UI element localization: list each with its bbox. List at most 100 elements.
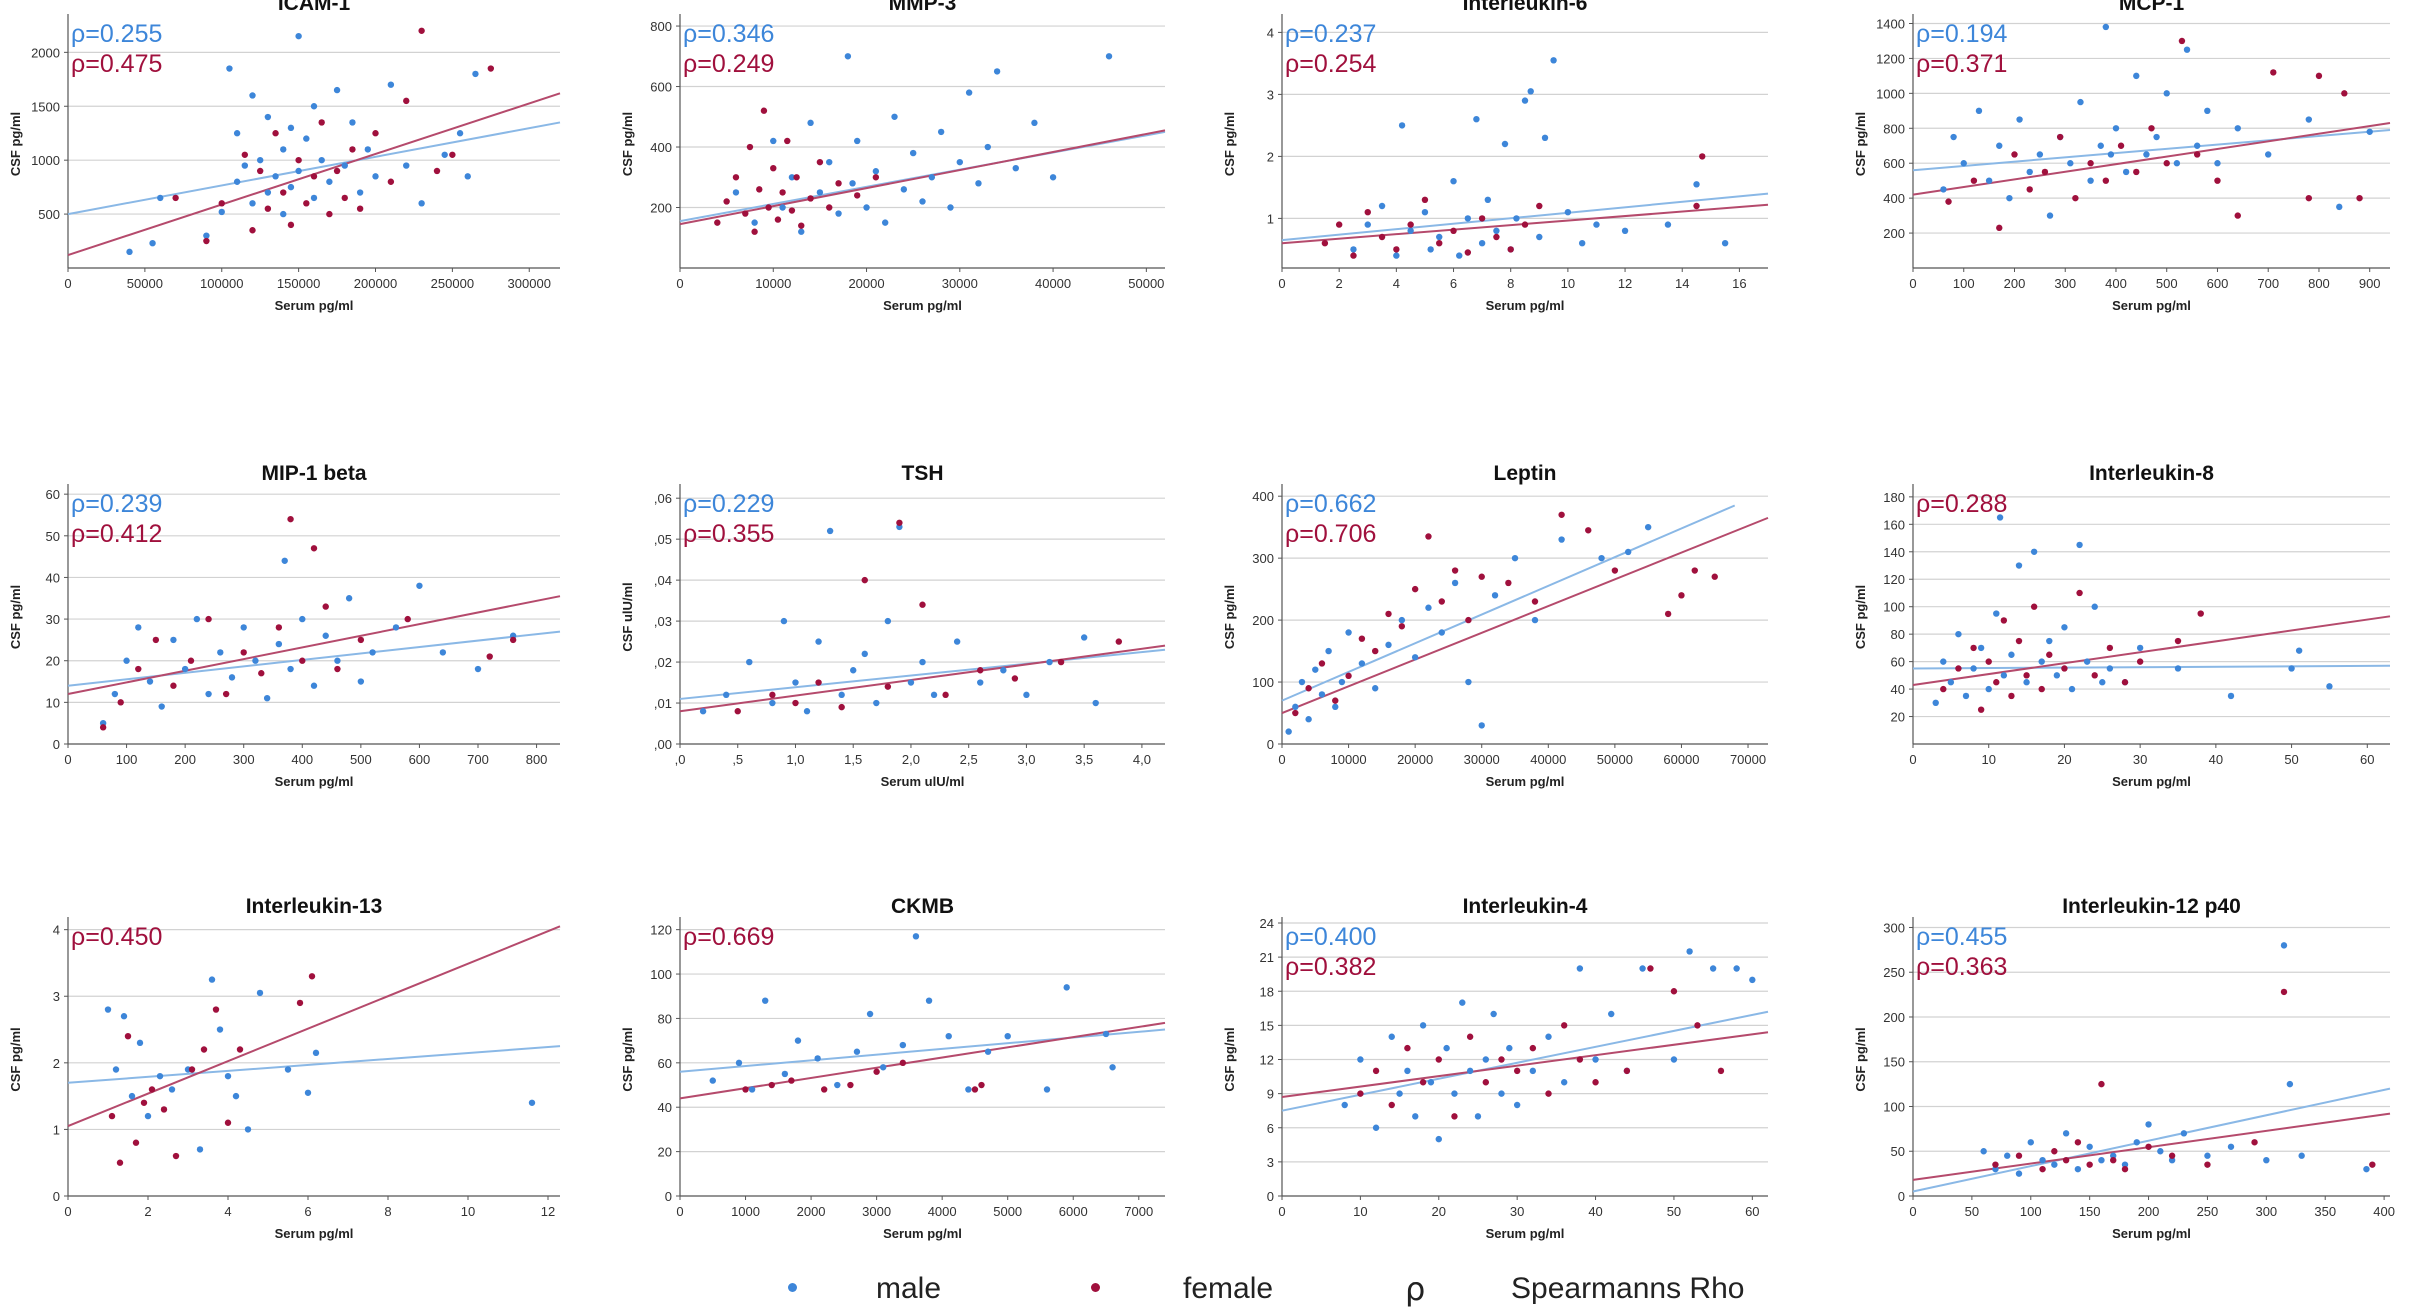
point-male [1436, 233, 1443, 241]
y-tick-label: 10 [46, 695, 60, 710]
point-female [2280, 988, 2288, 996]
y-tick-label: 15 [1260, 1018, 1274, 1033]
point-female [1647, 965, 1654, 972]
point-male [280, 146, 287, 153]
point-male [1105, 53, 1113, 60]
y-tick-label: ,02 [654, 655, 672, 670]
point-male [2061, 624, 2068, 631]
rho-female-label: ρ=0.371 [1916, 50, 2007, 78]
point-male [1578, 240, 1586, 247]
point-male [2038, 658, 2045, 665]
chart-panel-10: 0 20 40 60 80 100 120 0 1000 2000 3000 4000 5000 6000… [620, 895, 1166, 1241]
point-male [1466, 1067, 1474, 1075]
point-male [919, 198, 926, 205]
y-tick-label: 3 [1267, 87, 1274, 102]
y-tick-label: 4 [1267, 25, 1274, 40]
point-female [2106, 644, 2114, 652]
point-male [295, 32, 302, 40]
rho-male-label: ρ=0.346 [683, 20, 774, 48]
point-female [1992, 1161, 1999, 1168]
point-male [1385, 641, 1392, 649]
y-tick-label: 400 [650, 140, 672, 155]
point-female [2251, 1139, 2258, 1146]
point-female [793, 174, 800, 181]
point-male [193, 615, 201, 623]
point-female [2061, 665, 2068, 672]
point-female [275, 624, 283, 631]
y-tick-label: ,06 [654, 491, 672, 506]
fit-line-female [679, 1021, 1166, 1100]
point-male [1947, 679, 1955, 686]
point-female [287, 515, 294, 523]
point-male [1393, 252, 1400, 259]
x-tick-label: 6 [304, 1204, 311, 1219]
point-male [1412, 1113, 1419, 1120]
point-male [844, 53, 852, 60]
point-female [108, 1112, 116, 1120]
y-tick-label: 1500 [31, 99, 60, 114]
fit-line-female [1281, 1031, 1769, 1099]
point-female [1436, 240, 1443, 247]
point-female [942, 691, 949, 699]
x-tick-label: 2,0 [902, 752, 920, 767]
y-tick-label: 60 [658, 1056, 672, 1071]
point-male [364, 146, 372, 153]
point-male [2204, 1152, 2211, 1159]
point-male [1421, 209, 1429, 216]
point-male [312, 1049, 320, 1057]
y-tick-label: 400 [1252, 489, 1274, 504]
point-male [1109, 1064, 1116, 1071]
point-female [372, 130, 379, 137]
point-female [303, 200, 310, 207]
point-female [1438, 598, 1445, 605]
chart-title: Interleukin-6 [1463, 0, 1588, 15]
point-male [2295, 647, 2303, 654]
point-female [854, 192, 861, 199]
y-tick-label: 1 [1267, 211, 1274, 226]
x-tick-label: 3,0 [1017, 752, 1035, 767]
point-male [256, 156, 264, 164]
point-male [233, 130, 241, 137]
x-tick-label: 2 [1336, 276, 1343, 291]
x-tick-label: 700 [467, 752, 489, 767]
y-tick-label: 0 [53, 1189, 60, 1204]
point-male [1292, 703, 1299, 711]
point-male [1531, 616, 1539, 624]
point-male [930, 691, 938, 699]
point-male [356, 189, 364, 196]
point-male [1004, 1032, 1011, 1040]
point-female [1478, 215, 1486, 222]
x-tick-label: 60000 [1663, 752, 1699, 767]
x-tick-label: 400 [291, 752, 313, 767]
fit-line-female [679, 644, 1166, 713]
point-male [1419, 1022, 1427, 1029]
x-tick-label: 30 [1510, 1204, 1524, 1219]
x-tick-label: 6 [1450, 276, 1457, 291]
point-male [788, 174, 796, 181]
point-male [1955, 630, 1962, 638]
point-female [1592, 1079, 1599, 1086]
point-male [1023, 691, 1030, 699]
point-male [769, 699, 776, 707]
point-male [1940, 186, 1947, 193]
point-female [356, 205, 364, 212]
point-male [1564, 209, 1572, 216]
point-female [287, 221, 295, 229]
fit-line-female [1912, 615, 2391, 686]
point-male [2068, 685, 2076, 693]
point-female [2046, 651, 2053, 658]
point-female [756, 186, 763, 193]
point-female [2030, 603, 2038, 610]
y-tick-label: 18 [1260, 984, 1274, 999]
x-axis-label: Serum pg/ml [1486, 774, 1565, 789]
point-male [1527, 88, 1534, 95]
x-tick-label: 50 [1965, 1204, 1979, 1219]
x-tick-label: 20 [2057, 752, 2071, 767]
point-male [2015, 562, 2023, 569]
point-male [357, 678, 365, 685]
point-female [919, 601, 926, 608]
point-male [136, 1039, 144, 1047]
point-female [2062, 1156, 2070, 1164]
chart-title: Interleukin-4 [1463, 895, 1588, 918]
